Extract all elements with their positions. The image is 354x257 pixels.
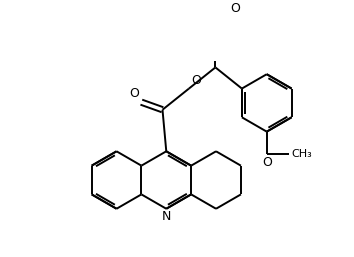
Text: N: N: [161, 210, 171, 223]
Text: O: O: [129, 87, 139, 100]
Text: O: O: [230, 2, 240, 15]
Text: O: O: [191, 74, 201, 87]
Text: CH₃: CH₃: [291, 149, 312, 159]
Text: O: O: [262, 156, 272, 169]
